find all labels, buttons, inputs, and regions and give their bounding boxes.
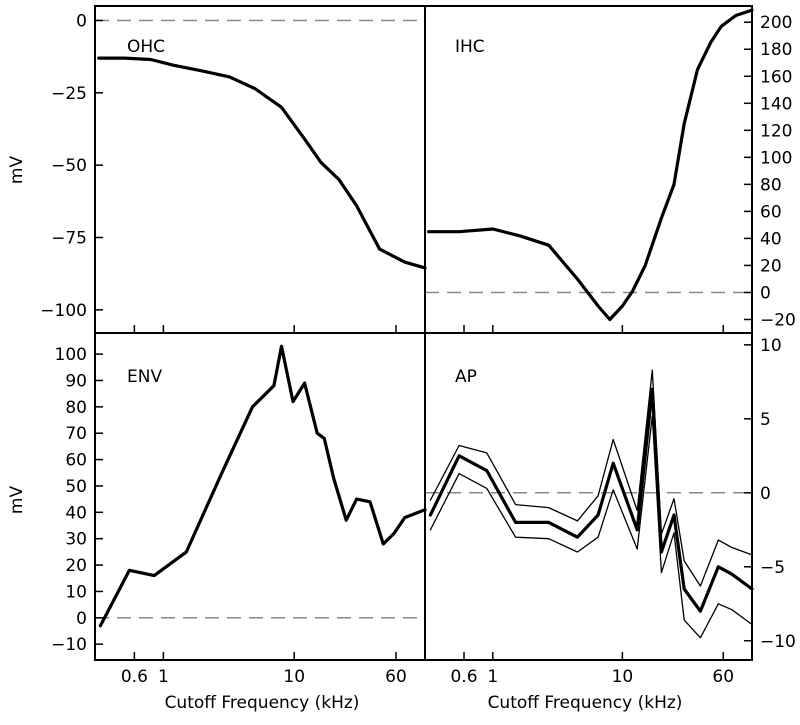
y-tick-label-ap-0: 10 [760, 336, 782, 356]
y-tick-label-env-9: 10 [65, 582, 87, 602]
zero-lines-layer [95, 19, 752, 619]
text-layer: 0−25−50−75−100OHC20018016014012010080604… [40, 11, 796, 687]
y-tick-label-env-3: 70 [65, 424, 87, 444]
y-tick-label-ihc-7: 60 [760, 202, 782, 222]
y-tick-label-ihc-9: 20 [760, 256, 782, 276]
y-tick-label-env-11: −10 [51, 635, 87, 655]
panel-label-ohc: OHC [127, 37, 165, 57]
y-tick-label-env-6: 40 [65, 503, 87, 523]
x-tick-label-env-1: 1 [158, 667, 169, 687]
y-tick-label-ohc-4: −100 [40, 301, 87, 321]
y-tick-label-ohc-2: −50 [51, 156, 87, 176]
x-tick-label-ap-1: 1 [487, 667, 498, 687]
frame-layer [94, 5, 753, 661]
y-tick-label-ap-3: −5 [760, 558, 785, 578]
y-tick-label-env-4: 60 [65, 451, 87, 471]
y-tick-label-ohc-0: 0 [76, 11, 87, 31]
y-axis-title-bottom: mV [7, 486, 27, 515]
x-tick-label-ap-2: 10 [612, 667, 634, 687]
x-tick-label-env-2: 10 [283, 667, 305, 687]
y-tick-label-ihc-11: −20 [760, 310, 796, 330]
y-tick-label-env-10: 0 [76, 609, 87, 629]
y-tick-label-ihc-2: 160 [760, 67, 792, 87]
series-layer [97, 8, 754, 639]
x-tick-label-env-0: 0.6 [121, 667, 148, 687]
y-tick-label-ap-2: 0 [760, 484, 771, 504]
y-tick-label-ihc-1: 180 [760, 40, 792, 60]
series-line-env-0 [98, 344, 427, 628]
y-tick-label-ihc-4: 120 [760, 121, 792, 141]
y-tick-label-ap-4: −10 [760, 632, 796, 652]
y-tick-label-env-2: 80 [65, 398, 87, 418]
x-tick-label-env-3: 60 [385, 667, 407, 687]
series-line-ap-2 [429, 415, 753, 639]
y-tick-label-ihc-10: 0 [760, 283, 771, 303]
y-tick-label-ihc-5: 100 [760, 148, 792, 168]
series-line-ap-1 [429, 369, 753, 587]
y-tick-label-ihc-3: 140 [760, 94, 792, 114]
ticks-layer [95, 19, 752, 660]
x-tick-label-ap-3: 60 [712, 667, 734, 687]
y-tick-label-ihc-0: 200 [760, 13, 792, 33]
series-line-ap-0 [428, 387, 754, 613]
panel-label-env: ENV [127, 367, 162, 387]
panel-label-ihc: IHC [455, 37, 485, 57]
y-tick-label-ohc-1: −25 [51, 84, 87, 104]
y-tick-label-env-1: 90 [65, 371, 87, 391]
panel-frame-ap [424, 332, 753, 661]
y-tick-label-ohc-3: −75 [51, 229, 87, 249]
panel-label-ap: AP [455, 367, 477, 387]
y-tick-label-ihc-6: 80 [760, 175, 782, 195]
x-axis-title-left: Cutoff Frequency (kHz) [165, 693, 360, 713]
y-axis-title-top: mV [7, 156, 27, 185]
y-tick-label-env-7: 30 [65, 530, 87, 550]
series-line-ohc-0 [97, 56, 427, 270]
y-tick-label-env-0: 100 [55, 345, 87, 365]
x-axis-title-right: Cutoff Frequency (kHz) [488, 693, 683, 713]
y-tick-label-env-5: 50 [65, 477, 87, 497]
y-tick-label-env-8: 20 [65, 556, 87, 576]
y-tick-label-ihc-8: 40 [760, 229, 782, 249]
y-tick-label-ap-1: 5 [760, 410, 771, 430]
series-line-ihc-0 [427, 8, 754, 322]
x-tick-label-ap-0: 0.6 [450, 667, 477, 687]
